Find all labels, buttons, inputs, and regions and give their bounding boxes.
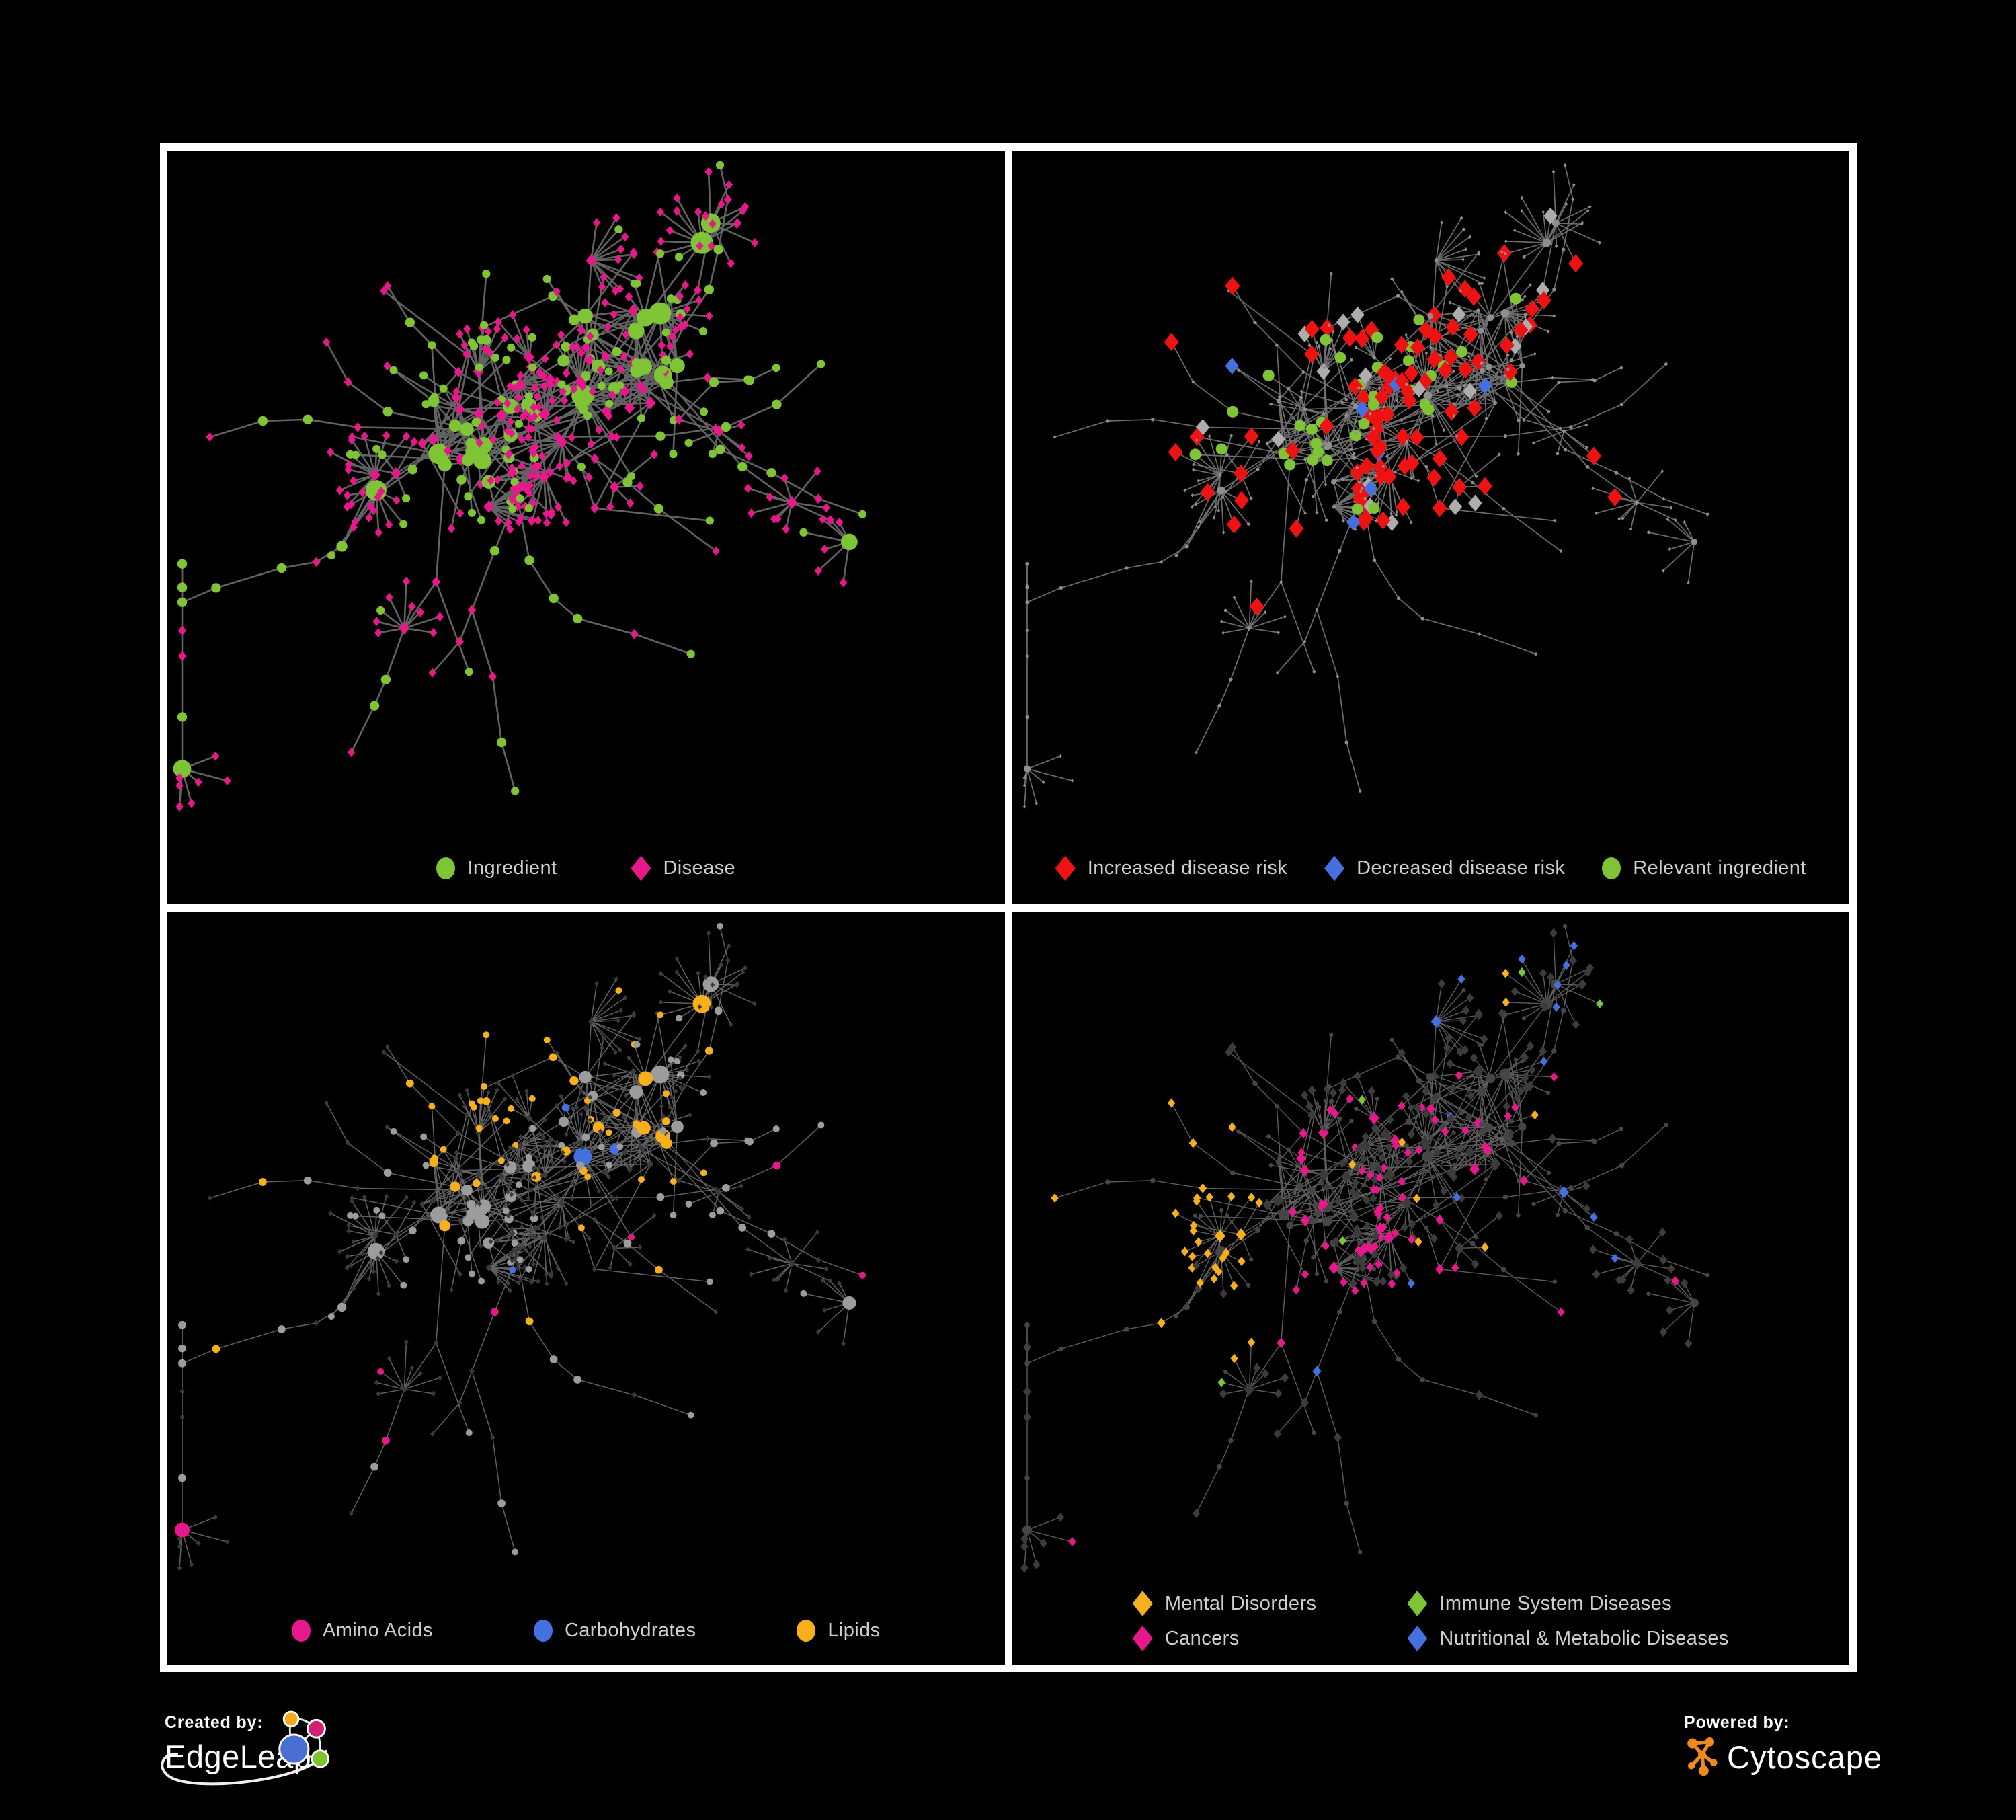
legend-disease-risk: Increased disease risk Decreased disease …: [1012, 855, 1850, 881]
powered-by-label: Powered by:: [1684, 1713, 1790, 1732]
legend-item-nutritional-metabolic-diseases: Nutritional & Metabolic Diseases: [1407, 1626, 1728, 1651]
created-by-label: Created by:: [165, 1713, 264, 1732]
legend-label: Nutritional & Metabolic Diseases: [1439, 1627, 1729, 1649]
circle-swatch: [533, 1620, 553, 1642]
legend-item-amino-acids: Amino Acids: [291, 1620, 433, 1642]
panels-grid-frame: Ingredient Disease Increased disease risk…: [160, 143, 1857, 1672]
legend-label: Amino Acids: [322, 1620, 433, 1641]
legend-item-mental-disorders: Mental Disorders: [1132, 1591, 1317, 1616]
panel-disease-classes: Mental Disorders Immune System Diseases Ca…: [1012, 911, 1850, 1665]
legend-label: Ingredient: [467, 857, 557, 879]
legend-label: Disease: [663, 857, 736, 879]
legend-label: Decreased disease risk: [1357, 857, 1566, 879]
legend-item-decreased-disease-risk: Decreased disease risk: [1324, 855, 1566, 881]
legend-item-disease: Disease: [631, 855, 736, 881]
edgeleap-swoosh-curve: [161, 1750, 327, 1786]
legend-item-lipids: Lipids: [797, 1620, 880, 1642]
legend-ingredient-disease: Ingredient Disease: [167, 855, 1005, 881]
legend-label: Carbohydrates: [564, 1620, 696, 1641]
legend-item-relevant-ingredient: Relevant ingredient: [1602, 857, 1806, 879]
circle-swatch: [291, 1620, 311, 1642]
cytoscape-brand-row: Cytoscape: [1684, 1735, 1882, 1778]
cytoscape-wordmark: Cytoscape: [1727, 1739, 1883, 1775]
legend-nutrient-classes: Amino Acids Carbohydrates Lipids: [167, 1620, 1005, 1642]
legend-label: Cancers: [1164, 1627, 1240, 1649]
diamond-swatch: [1132, 1591, 1153, 1616]
panel-nutrient-classes: Amino Acids Carbohydrates Lipids: [167, 911, 1005, 1665]
legend-item-increased-disease-risk: Increased disease risk: [1055, 855, 1288, 881]
legend-label: Mental Disorders: [1164, 1592, 1317, 1614]
circle-swatch: [436, 857, 456, 879]
legend-label: Immune System Diseases: [1439, 1592, 1672, 1614]
panel-ingredient-disease: Ingredient Disease: [167, 151, 1005, 904]
legend-label: Lipids: [828, 1620, 881, 1641]
legend-item-carbohydrates: Carbohydrates: [533, 1620, 696, 1642]
diamond-swatch: [1324, 855, 1345, 881]
circle-swatch: [1602, 857, 1621, 879]
edgeleap-brand-row: EdgeLeap: [161, 1710, 329, 1786]
panel-disease-risk: Increased disease risk Decreased disease …: [1012, 151, 1850, 904]
legend-item-ingredient: Ingredient: [436, 857, 557, 879]
edgeleap-logo-icon: [278, 1710, 329, 1768]
legend-item-immune-system-diseases: Immune System Diseases: [1407, 1591, 1672, 1616]
diamond-swatch: [1055, 855, 1076, 881]
diamond-swatch: [1407, 1591, 1428, 1616]
cytoscape-credit: Powered by:: [1684, 1713, 1882, 1778]
circle-swatch: [797, 1620, 816, 1642]
edgeleap-credit: Created by: EdgeLeap: [161, 1710, 329, 1786]
network-graph-disease-classes: [1020, 924, 1709, 1573]
legend-disease-classes: Mental Disorders Immune System Diseases Ca…: [1012, 1591, 1850, 1651]
network-graph-nutrient-classes: [175, 922, 866, 1571]
network-graph-disease-risk: [1022, 163, 1709, 809]
network-graph-ingredient-disease: [173, 161, 867, 812]
diamond-swatch: [631, 855, 651, 881]
diamond-swatch: [1407, 1626, 1428, 1651]
legend-label: Increased disease risk: [1087, 857, 1288, 879]
diamond-swatch: [1132, 1626, 1153, 1651]
legend-label: Relevant ingredient: [1633, 857, 1806, 879]
legend-item-cancers: Cancers: [1132, 1626, 1240, 1651]
cytoscape-logo-icon: [1687, 1737, 1718, 1776]
